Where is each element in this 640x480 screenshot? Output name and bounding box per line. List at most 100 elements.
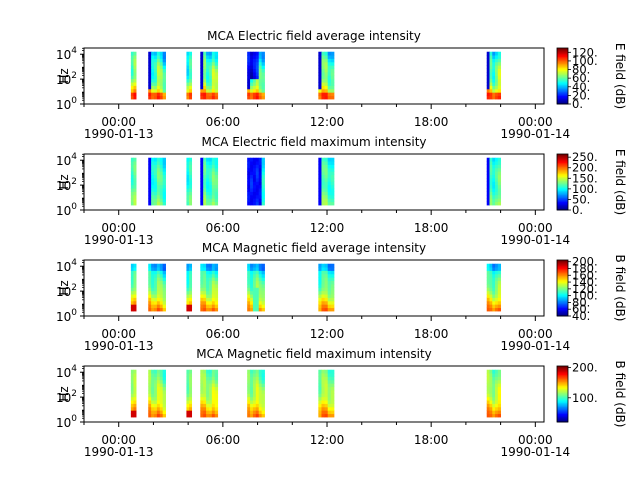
heatmap-cell [324, 65, 329, 70]
heatmap-cell [203, 157, 207, 162]
heatmap-cell [133, 92, 137, 97]
heatmap-cell [327, 61, 332, 66]
heatmap-cell [250, 184, 254, 189]
colorbar-segment [557, 198, 568, 201]
heatmap-cell [162, 297, 166, 302]
heatmap-cell [214, 280, 219, 285]
heatmap-cell [200, 376, 204, 381]
heatmap-cell [252, 95, 257, 100]
heatmap-cell [321, 95, 325, 100]
heatmap-cell [200, 290, 204, 295]
heatmap-cell [486, 290, 490, 295]
heatmap-cell [130, 191, 134, 196]
colorbar-segment [557, 203, 568, 205]
heatmap-cell [200, 201, 204, 206]
colorbar-segment [557, 53, 568, 56]
heatmap-cell [130, 161, 134, 165]
heatmap-cell [321, 277, 325, 282]
heatmap-cell [162, 403, 166, 408]
heatmap-cell [486, 65, 490, 70]
heatmap-cell [156, 297, 161, 302]
data-block [486, 51, 502, 100]
colorbar-segment [557, 63, 568, 66]
heatmap-cell [156, 280, 161, 285]
heatmap-cell [133, 157, 137, 162]
heatmap-cell [489, 88, 493, 93]
heatmap-cell [330, 304, 335, 309]
heatmap-cell [151, 167, 155, 172]
heatmap-cell [261, 396, 265, 401]
heatmap-cell [130, 373, 134, 377]
heatmap-cell [206, 390, 210, 394]
heatmap-cell [189, 191, 193, 196]
heatmap-cell [330, 396, 335, 401]
heatmap-cell [214, 300, 219, 305]
heatmap-cell [261, 383, 265, 388]
heatmap-cell [261, 194, 265, 199]
heatmap-cell [203, 167, 207, 172]
heatmap-cell [133, 393, 137, 398]
heatmap-cell [486, 267, 490, 271]
axes-frame [83, 47, 545, 105]
data-block [200, 263, 219, 312]
heatmap-cell [148, 290, 152, 295]
heatmap-cell [497, 88, 502, 93]
colorbar-segment [557, 179, 568, 182]
heatmap-cell [148, 164, 152, 169]
heatmap-cell [203, 88, 207, 93]
heatmap-cell [489, 174, 493, 179]
heatmap-cell [330, 383, 335, 388]
colorbar-segment [557, 405, 568, 408]
heatmap-cell [186, 290, 190, 295]
heatmap-cell [208, 82, 213, 86]
heatmap-cell [261, 373, 265, 377]
heatmap-cell [208, 263, 213, 268]
heatmap-cell [151, 61, 155, 66]
heatmap-cell [258, 277, 263, 282]
x-tick-date-label: 1990-01-13 [84, 127, 154, 141]
heatmap-cell [133, 85, 137, 90]
heatmap-cell [497, 58, 502, 63]
heatmap-cell [492, 61, 496, 66]
heatmap-cell [156, 85, 161, 90]
colorbar-segment [557, 184, 568, 187]
heatmap-cell [489, 290, 493, 295]
heatmap-cell [250, 413, 254, 418]
heatmap-cell [159, 373, 164, 377]
heatmap-cell [255, 297, 260, 302]
heatmap-cell [133, 413, 137, 418]
heatmap-cell [497, 386, 502, 391]
colorbar-segment [557, 207, 568, 210]
colorbar-segment [557, 373, 568, 375]
heatmap-cell [148, 55, 152, 59]
heatmap-cell [486, 263, 490, 268]
heatmap-cell [247, 157, 251, 162]
heatmap-cell [200, 78, 204, 83]
heatmap-cell [258, 273, 263, 278]
data-block [318, 369, 335, 418]
heatmap-cell [330, 191, 335, 196]
heatmap-cell [261, 294, 265, 298]
heatmap-cell [189, 300, 193, 305]
heatmap-cell [250, 304, 254, 309]
heatmap-cell [200, 300, 204, 305]
x-tick-date-label: 1990-01-14 [500, 339, 570, 353]
heatmap-cell [200, 58, 204, 63]
heatmap-cell [162, 413, 166, 418]
heatmap-cell [148, 383, 152, 388]
colorbar-segment [557, 80, 568, 83]
colorbar-segment [557, 392, 568, 395]
heatmap-cell [200, 386, 204, 391]
heatmap-cell [162, 406, 166, 411]
heatmap-cell [252, 164, 257, 169]
heatmap-cell [156, 181, 161, 186]
heatmap-cell [133, 181, 137, 186]
heatmap-cell [159, 379, 164, 384]
heatmap-cell [324, 88, 329, 93]
heatmap-cell [208, 294, 213, 298]
heatmap-cell [255, 304, 260, 309]
colorbar-segment [557, 384, 568, 387]
heatmap-cell [321, 194, 325, 199]
heatmap-cell [247, 396, 251, 401]
heatmap-cell [159, 273, 164, 278]
